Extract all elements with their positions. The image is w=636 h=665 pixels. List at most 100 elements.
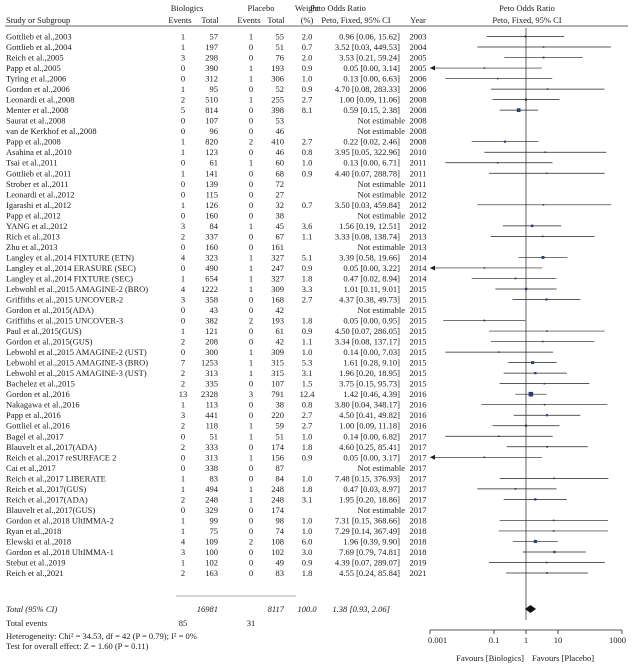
- header-plot: Peto Odds Ratio: [499, 3, 555, 13]
- placebo-events: 1: [249, 95, 253, 105]
- placebo-events: 0: [249, 473, 253, 483]
- point-estimate: [542, 46, 545, 48]
- table-row: Langley et al.,2014 ERASURE (SEC) 0 490 1 24…: [6, 263, 427, 273]
- study-name: Griffiths et al.,2015 UNCOVER-2: [6, 295, 123, 305]
- study-name: Stebut et al.,2019: [6, 558, 66, 568]
- or-ci-value: 3.50 [0.03, 459.84]: [335, 200, 400, 210]
- study-year: 2015: [410, 295, 427, 305]
- weight-value: 2.7: [302, 421, 313, 431]
- point-estimate: [543, 403, 546, 406]
- ci-arrow-left: [430, 265, 435, 271]
- table-row: Strober et al.,2011 0 139 0 72 Not estimable 2…: [6, 179, 426, 189]
- biologics-events: 2: [181, 421, 185, 431]
- table-row: Griffiths et al.,2015 UNCOVER-3 0 382 2 193 1…: [6, 316, 427, 326]
- study-year: 2017: [410, 431, 427, 441]
- study-year: 2017: [410, 484, 427, 494]
- study-name: Leonardi et al.,2008: [6, 95, 74, 105]
- biologics-total: 141: [205, 168, 218, 178]
- placebo-total: 83: [276, 568, 285, 578]
- table-row: Gordon et al.,2016 13 2328 3 791 12.4 1.42 [0.…: [6, 389, 427, 399]
- biologics-total: 820: [205, 137, 218, 147]
- placebo-total: 76: [276, 53, 285, 63]
- or-ci-value: 3.52 [0.03, 449.53]: [335, 42, 400, 52]
- study-name: Gordon et al.,2016: [6, 389, 70, 399]
- placebo-total: 102: [271, 547, 284, 557]
- biologics-events: 0: [181, 316, 185, 326]
- study-name: Asahina et al.,2010: [6, 147, 72, 157]
- table-row: Leonardi et al.,2012 0 115 0 27 Not estimable…: [6, 189, 427, 199]
- table-row: Gottlieb et al.,2011 1 141 0 68 0.9 4.40 [0.07…: [6, 168, 426, 178]
- placebo-events: 0: [249, 379, 253, 389]
- total-pla-events: 31: [247, 618, 256, 628]
- study-name: Papp et al.,2016: [6, 410, 61, 420]
- or-ci-value: 4.70 [0.08, 283.33]: [335, 84, 400, 94]
- biologics-total: 337: [205, 231, 218, 241]
- table-row: Papp et al.,2005 0 390 1 193 0.9 0.05 [0.00, 3…: [6, 63, 427, 73]
- or-ci-value: Not estimable: [358, 210, 406, 220]
- placebo-events: 1: [249, 431, 253, 441]
- biologics-total: 102: [205, 558, 218, 568]
- table-row: Gottliel et al.,2016 2 118 1 59 2.7 1.00 [0.09…: [6, 421, 427, 431]
- placebo-total: 61: [276, 326, 285, 336]
- total-bio-total: 16981: [197, 604, 218, 614]
- study-year: 2013: [410, 231, 427, 241]
- placebo-events: 1: [249, 494, 253, 504]
- or-ci-value: 1.95 [0.20, 18.86]: [339, 494, 400, 504]
- or-ci-value: 4.60 [0.25, 85.41]: [339, 442, 400, 452]
- or-ci-value: Not estimable: [358, 505, 406, 515]
- weight-value: 0.9: [302, 263, 313, 273]
- study-year: 2011: [410, 179, 427, 189]
- placebo-events: 1: [249, 484, 253, 494]
- table-row: Paul et al.,2015(GUS) 1 121 0 61 0.9 4.50 [0.0…: [6, 326, 427, 336]
- placebo-total: 220: [271, 410, 284, 420]
- placebo-events: 1: [249, 368, 253, 378]
- weight-value: 0.9: [302, 452, 313, 462]
- placebo-total: 255: [271, 95, 284, 105]
- or-ci-value: Not estimable: [358, 126, 406, 136]
- placebo-events: 1: [249, 32, 253, 42]
- biologics-total: 382: [205, 316, 218, 326]
- study-year: 2015: [410, 368, 427, 378]
- study-name: Blauvelt et al.,2017(GUS): [6, 505, 95, 515]
- study-name: Menter et al.,2008: [6, 105, 68, 115]
- table-row: Reich et al.,2017 reSURFACE 2 0 313 1 156 0.9…: [6, 452, 427, 462]
- total-weight: 100.0: [297, 604, 317, 614]
- or-ci-value: 3.34 [0.08, 137.17]: [335, 337, 400, 347]
- point-estimate: [546, 572, 548, 574]
- study-year: 2015: [410, 347, 427, 357]
- or-ci-value: 1.96 [0.39, 9.90]: [343, 536, 400, 546]
- or-ci-value: 0.14 [0.00, 6.82]: [343, 431, 400, 441]
- study-year: 2008: [410, 105, 427, 115]
- or-ci-value: 1.00 [0.09, 11.18]: [339, 421, 400, 431]
- table-row: Stebut et al.,2019 1 102 0 49 0.9 4.39 [0.07, …: [6, 558, 427, 568]
- weight-value: 3.1: [302, 368, 313, 378]
- biologics-total: 313: [205, 452, 218, 462]
- biologics-total: 57: [210, 32, 219, 42]
- placebo-events: 0: [249, 200, 253, 210]
- table-row: Leonardi et al.,2008 2 510 1 255 2.7 1.00 [0.0…: [6, 95, 427, 105]
- biologics-events: 2: [181, 442, 185, 452]
- table-row: Asahina et al.,2010 1 123 0 46 0.8 3.95 [0.05,…: [6, 147, 427, 157]
- point-estimate: [545, 414, 548, 417]
- total-label: Total (95% CI): [6, 604, 57, 614]
- biologics-total: 335: [205, 379, 218, 389]
- weight-value: 1.0: [302, 526, 313, 536]
- placebo-total: 309: [271, 284, 284, 294]
- placebo-events: 0: [249, 515, 253, 525]
- point-estimate: [524, 35, 527, 38]
- or-ci-value: 1.42 [0.46, 4.39]: [343, 389, 400, 399]
- table-row: Langley et al.,2014 FIXTURE (SEC) 1 654 1 32…: [6, 273, 427, 283]
- placebo-total: 327: [271, 273, 284, 283]
- point-estimate: [534, 498, 537, 501]
- or-ci-value: 0.22 [0.02, 2.46]: [343, 137, 400, 147]
- placebo-events: 1: [249, 158, 253, 168]
- point-estimate: [483, 319, 486, 322]
- weight-value: 3.1: [302, 494, 313, 504]
- or-ci-value: 7.48 [0.15, 376.93]: [335, 473, 400, 483]
- biologics-total: 84: [210, 221, 219, 231]
- or-ci-value: 1.56 [0.19, 12.51]: [339, 221, 400, 231]
- point-estimate: [514, 277, 517, 280]
- point-estimate: [546, 330, 548, 332]
- table-row: Gordon et al.,2015(GUS) 2 208 0 42 1.1 3.34 [0…: [6, 337, 427, 347]
